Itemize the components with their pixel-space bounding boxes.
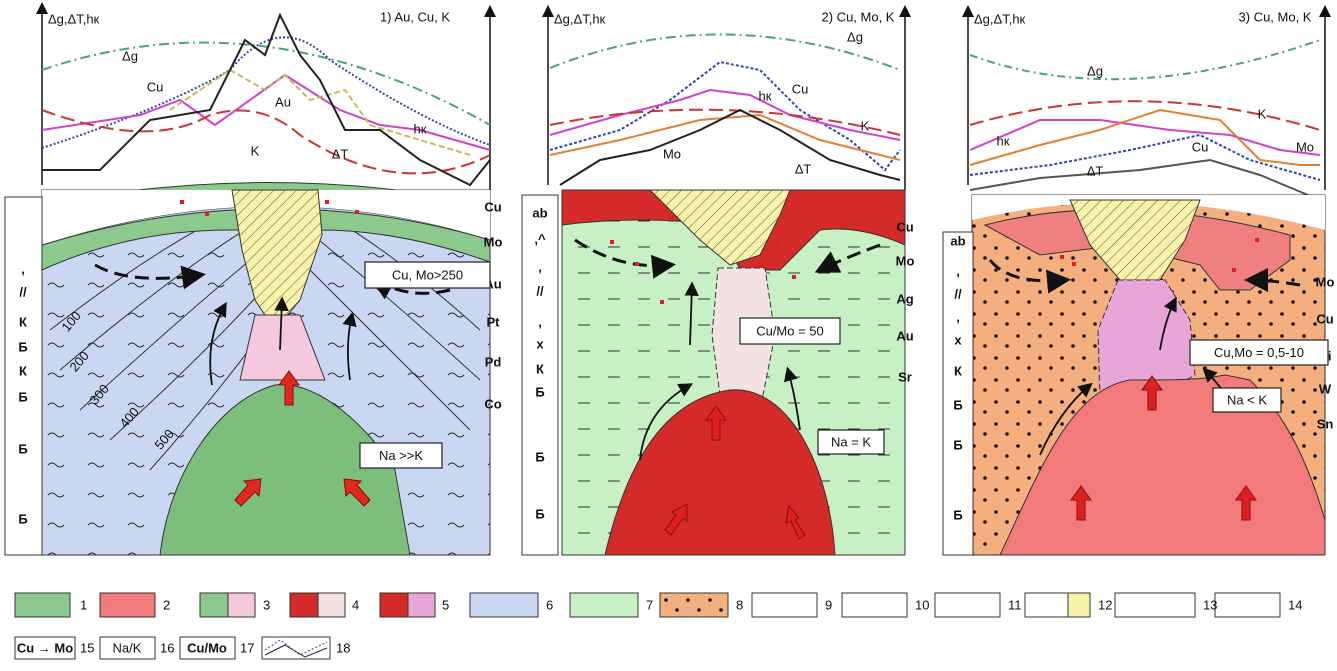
legend-number: 15 (80, 640, 94, 655)
legend-number: 6 (546, 597, 553, 612)
legend-number: 1 (80, 597, 87, 612)
curve-label: Cu (147, 79, 164, 94)
panel-title: 1) Au, Cu, K (380, 9, 450, 24)
column-label: Б (535, 506, 544, 521)
curve-label: ΔT (332, 146, 349, 161)
legend-number: 10 (915, 597, 929, 612)
column-label: Б (953, 397, 962, 412)
column-label: Б (535, 384, 544, 399)
element-label: Sn (1317, 416, 1334, 431)
legend-number: 14 (1288, 597, 1302, 612)
curve-label: K (861, 118, 870, 133)
column-label: x (536, 336, 544, 351)
column-label: ab (950, 233, 965, 248)
legend-text: Cu → Mo (17, 640, 73, 655)
column-label: , (538, 259, 542, 274)
column-label: , (956, 263, 960, 278)
curve-label: Mo (663, 146, 681, 161)
element-label: Sr (898, 369, 912, 384)
column-label: // (954, 286, 962, 301)
curve-label: Cu (1192, 139, 1209, 154)
element-label: Mo (1316, 274, 1335, 289)
element-label: Ag (896, 291, 913, 306)
element-label: Pt (487, 314, 501, 329)
curve-label: hк (997, 133, 1010, 148)
panel-3-drawing (943, 8, 1325, 555)
legend-number: 16 (160, 640, 174, 655)
column-label: Б (953, 507, 962, 522)
column-label: Б (18, 441, 27, 456)
curve-label: hк (759, 88, 772, 103)
curve-label: Cu (792, 81, 809, 96)
curve-label: Mo (1296, 139, 1314, 154)
column-label: Б (18, 339, 27, 354)
element-label: Mo (896, 253, 915, 268)
column-label: // (536, 283, 544, 298)
curve-label: ΔT (1087, 163, 1104, 178)
legend-number: 7 (646, 597, 653, 612)
legend-number: 3 (263, 597, 270, 612)
element-label: Mo (484, 234, 503, 249)
diagram: Δg,ΔT,hк1) Au, Cu, KΔgCuAuhкKΔTCuMoAuPtP… (0, 0, 1337, 671)
column-label: Б (18, 511, 27, 526)
legend-number: 11 (1008, 597, 1022, 612)
element-label: Cu (484, 199, 501, 214)
legend-number: 17 (240, 640, 254, 655)
column-label: Б (535, 449, 544, 464)
curve-label: K (251, 143, 260, 158)
curve-label: K (1258, 106, 1267, 121)
column-label: , (21, 261, 25, 276)
element-label: W (1319, 381, 1332, 396)
panel-title: 3) Cu, Mo, K (1239, 9, 1312, 24)
element-label: Co (484, 396, 501, 411)
column-label: ,^ (534, 231, 546, 246)
legend-number: 2 (163, 597, 170, 612)
column-label: ab (532, 205, 547, 220)
curve-label: ΔT (795, 161, 812, 176)
curve-label: Δg (1087, 63, 1103, 78)
legend-text: Cu/Mo (187, 640, 227, 655)
axis-label: Δg,ΔT,hк (554, 11, 606, 26)
panel-2-drawing (522, 8, 905, 555)
legend-number: 18 (336, 640, 350, 655)
annotation-box: Cu, Mo>250 (392, 267, 463, 282)
column-label: , (956, 309, 960, 324)
annotation-box: Cu/Mo = 50 (756, 323, 824, 338)
column-label: Б (953, 437, 962, 452)
column-label: Б (18, 389, 27, 404)
annotation-box: Na < K (1227, 392, 1267, 407)
legend-number: 5 (442, 597, 449, 612)
column-label: , (538, 314, 542, 329)
column-label: К (954, 363, 962, 378)
axis-label: Δg,ΔT,hк (974, 11, 1026, 26)
legend-number: 9 (825, 597, 832, 612)
legend-text: Na/K (113, 640, 142, 655)
curve-label: Δg (847, 29, 863, 44)
element-label: Cu (1316, 311, 1333, 326)
element-label: Pd (485, 354, 502, 369)
panel-title: 2) Cu, Mo, K (822, 9, 895, 24)
legend-number: 13 (1203, 597, 1217, 612)
column-label: // (19, 284, 27, 299)
annotation-box: Na >>K (379, 448, 423, 463)
curve-label: hк (414, 121, 427, 136)
curve-label: Au (275, 94, 291, 109)
column-label: К (536, 361, 544, 376)
element-label: Au (896, 328, 913, 343)
legend-number: 4 (352, 597, 359, 612)
legend-number: 8 (736, 597, 743, 612)
annotation-box: Cu,Mo = 0,5-10 (1214, 345, 1304, 360)
column-label: К (19, 314, 27, 329)
column-label: К (19, 363, 27, 378)
axis-label: Δg,ΔT,hк (48, 11, 100, 26)
annotation-box: Na = K (831, 434, 871, 449)
curve-label: Δg (122, 48, 138, 63)
element-label: Cu (896, 219, 913, 234)
column-label: x (954, 332, 962, 347)
legend-number: 12 (1098, 597, 1112, 612)
